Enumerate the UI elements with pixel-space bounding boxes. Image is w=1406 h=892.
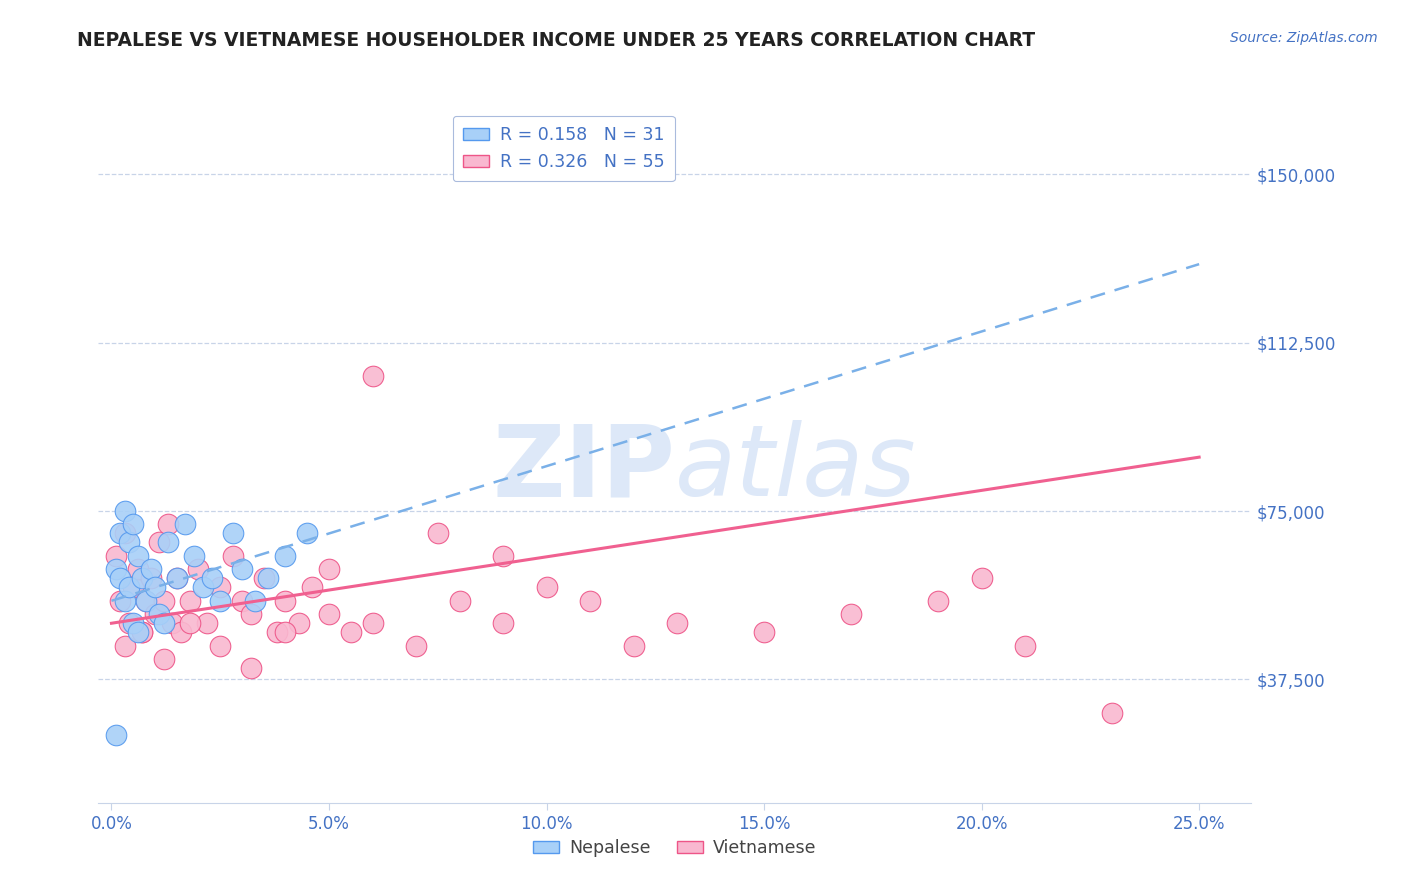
Point xyxy=(143,607,166,622)
Point xyxy=(166,571,188,585)
Point xyxy=(187,562,209,576)
Point xyxy=(318,607,340,622)
Point xyxy=(927,594,949,608)
Point xyxy=(318,562,340,576)
Point xyxy=(231,562,253,576)
Point xyxy=(222,549,245,563)
Point xyxy=(122,517,145,532)
Legend: Nepalese, Vietnamese: Nepalese, Vietnamese xyxy=(526,832,824,863)
Point xyxy=(170,625,193,640)
Point xyxy=(118,580,141,594)
Point xyxy=(127,625,149,640)
Point xyxy=(104,549,127,563)
Point xyxy=(104,729,127,743)
Point xyxy=(492,549,515,563)
Point xyxy=(166,571,188,585)
Point xyxy=(361,616,384,631)
Point xyxy=(239,661,262,675)
Point xyxy=(118,616,141,631)
Point xyxy=(108,571,131,585)
Point xyxy=(127,549,149,563)
Point xyxy=(426,526,449,541)
Point xyxy=(118,535,141,549)
Point xyxy=(114,639,136,653)
Point xyxy=(361,369,384,384)
Point xyxy=(114,504,136,518)
Point xyxy=(200,571,222,585)
Point xyxy=(143,580,166,594)
Point xyxy=(449,594,471,608)
Point xyxy=(209,594,232,608)
Point xyxy=(157,517,180,532)
Point xyxy=(104,562,127,576)
Point xyxy=(274,625,297,640)
Point xyxy=(139,562,162,576)
Point xyxy=(131,625,153,640)
Point xyxy=(970,571,993,585)
Point xyxy=(492,616,515,631)
Point xyxy=(752,625,775,640)
Point xyxy=(243,594,266,608)
Point xyxy=(339,625,361,640)
Point xyxy=(266,625,288,640)
Point xyxy=(148,535,170,549)
Point xyxy=(174,517,197,532)
Point xyxy=(301,580,323,594)
Point xyxy=(114,526,136,541)
Point xyxy=(157,535,180,549)
Point xyxy=(152,616,174,631)
Point xyxy=(274,549,297,563)
Point xyxy=(274,594,297,608)
Point xyxy=(135,594,157,608)
Point xyxy=(257,571,280,585)
Point xyxy=(666,616,689,631)
Text: ZIP: ZIP xyxy=(492,420,675,517)
Point xyxy=(183,549,205,563)
Text: atlas: atlas xyxy=(675,420,917,517)
Point xyxy=(579,594,602,608)
Point xyxy=(127,562,149,576)
Point xyxy=(148,607,170,622)
Point xyxy=(108,594,131,608)
Point xyxy=(623,639,645,653)
Text: Source: ZipAtlas.com: Source: ZipAtlas.com xyxy=(1230,31,1378,45)
Point xyxy=(131,571,153,585)
Point xyxy=(297,526,319,541)
Point xyxy=(191,580,214,594)
Point xyxy=(231,594,253,608)
Point xyxy=(239,607,262,622)
Point xyxy=(108,526,131,541)
Point xyxy=(839,607,862,622)
Point xyxy=(122,616,145,631)
Point xyxy=(122,580,145,594)
Text: NEPALESE VS VIETNAMESE HOUSEHOLDER INCOME UNDER 25 YEARS CORRELATION CHART: NEPALESE VS VIETNAMESE HOUSEHOLDER INCOM… xyxy=(77,31,1035,50)
Point xyxy=(131,625,153,640)
Point xyxy=(179,594,201,608)
Point xyxy=(209,639,232,653)
Point xyxy=(1101,706,1123,720)
Point xyxy=(195,616,218,631)
Point xyxy=(405,639,427,653)
Point xyxy=(179,616,201,631)
Point xyxy=(1014,639,1036,653)
Point xyxy=(114,594,136,608)
Point xyxy=(162,616,184,631)
Point xyxy=(287,616,309,631)
Point xyxy=(139,571,162,585)
Point xyxy=(209,580,232,594)
Point xyxy=(536,580,558,594)
Point xyxy=(253,571,276,585)
Point xyxy=(152,594,174,608)
Point xyxy=(222,526,245,541)
Point xyxy=(135,594,157,608)
Point xyxy=(152,652,174,666)
